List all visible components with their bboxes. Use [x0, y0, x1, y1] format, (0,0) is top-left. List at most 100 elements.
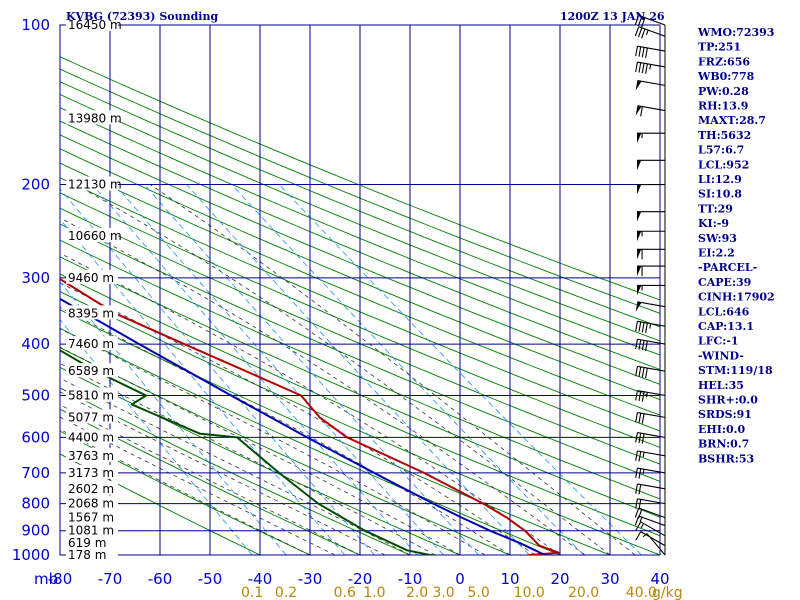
height-label: 7460 m	[68, 337, 114, 351]
temperature-tick-label: 0	[455, 570, 465, 588]
dry-adiabat	[60, 453, 262, 555]
height-label-bg	[66, 363, 118, 378]
temperature-profile	[60, 277, 560, 555]
height-label: 5810 m	[68, 388, 114, 402]
index-label: SRDS:91	[698, 408, 752, 421]
index-label: STM:119/18	[698, 364, 773, 377]
height-label-bg	[66, 387, 118, 402]
dry-adiabat	[60, 327, 562, 555]
dewpoint-profile	[60, 349, 444, 555]
index-label: WMO:72393	[697, 26, 774, 39]
dry-adiabat	[60, 134, 660, 385]
pressure-tick-label: 500	[21, 386, 50, 404]
dry-adiabat	[60, 273, 660, 537]
wind-barb	[635, 61, 666, 74]
moist-adiabat	[60, 377, 411, 555]
height-label: 2602 m	[68, 482, 114, 496]
wind-barb	[635, 521, 666, 537]
index-label: CAPE:39	[698, 276, 751, 289]
mixing-ratio-label: 0.6	[334, 585, 356, 600]
height-label-bg	[66, 495, 118, 510]
wind-barb	[637, 230, 665, 242]
moist-adiabat	[60, 404, 361, 555]
temperature-tick-label: -30	[298, 570, 323, 588]
dry-adiabat	[60, 366, 462, 555]
wind-barb	[635, 338, 666, 351]
dry-adiabat	[60, 239, 660, 500]
wind-barb	[635, 450, 666, 462]
index-label: BRN:0.7	[698, 438, 749, 451]
index-label: LCL:646	[698, 305, 750, 318]
temperature-tick-label: -60	[148, 570, 173, 588]
height-label: 178 m	[68, 548, 106, 562]
temperature-tick-label: 30	[600, 570, 619, 588]
wind-barb	[634, 507, 666, 519]
height-label: 16450 m	[68, 18, 122, 32]
height-label-bg	[66, 522, 118, 537]
index-label: CINH:17902	[698, 291, 775, 304]
index-label: BSHR:53	[698, 452, 754, 465]
mixing-ratio-label: 5.0	[467, 585, 489, 600]
height-label-bg	[66, 509, 118, 524]
index-label: LCL:952	[698, 158, 749, 171]
index-label: TP:251	[698, 41, 741, 54]
temperature-tick-label: 10	[500, 570, 519, 588]
wind-barb	[635, 105, 666, 117]
pressure-tick-label: 900	[21, 522, 50, 540]
index-label: SI:10.8	[698, 188, 742, 201]
moist-adiabat	[60, 416, 336, 555]
dry-adiabat	[60, 120, 660, 371]
height-label-bg	[66, 227, 118, 242]
height-label: 619 m	[68, 536, 106, 550]
dry-adiabat	[60, 387, 412, 555]
wind-barb	[634, 26, 666, 39]
mixing-ratio-line	[278, 184, 642, 555]
dry-adiabat	[60, 291, 660, 555]
height-label-bg	[66, 176, 118, 191]
index-label: LI:12.9	[698, 173, 742, 186]
wind-barb	[635, 531, 666, 547]
temperature-tick-label: -50	[198, 570, 223, 588]
wind-barb	[635, 432, 666, 444]
mixing-ratio-line	[92, 184, 418, 555]
index-label: TT:29	[698, 202, 733, 215]
dry-adiabat	[60, 309, 612, 555]
pressure-tick-label: 300	[21, 269, 50, 287]
wind-barb	[635, 467, 666, 479]
mixing-ratio-label: 0.2	[275, 585, 297, 600]
height-label: 12130 m	[68, 178, 122, 192]
wind-barb	[637, 248, 665, 260]
height-label-bg	[66, 464, 118, 479]
wind-barb	[635, 390, 666, 402]
mixing-ratio-label: 40.0	[626, 585, 657, 600]
temperature-tick-label: -20	[348, 570, 373, 588]
temperature-tick-label: -80	[48, 570, 73, 588]
height-label-bg	[66, 17, 118, 31]
pressure-unit-label: mb	[34, 570, 58, 588]
pressure-tick-label: 800	[21, 495, 50, 513]
dry-adiabat	[60, 192, 660, 448]
dry-adiabat	[60, 256, 660, 518]
height-label: 1081 m	[68, 524, 114, 538]
moist-adiabat	[60, 428, 311, 555]
dry-adiabat	[60, 430, 312, 555]
index-label: LFC:-1	[698, 335, 739, 348]
mixing-ratio-label: 0.1	[241, 585, 263, 600]
dry-adiabat	[60, 408, 362, 555]
height-label: 10660 m	[68, 229, 122, 243]
index-label: SHR+:0.0	[698, 394, 758, 407]
index-label: HEL:35	[698, 379, 744, 392]
height-label-bg	[66, 336, 118, 351]
dry-adiabat	[60, 223, 660, 482]
wind-barb	[637, 159, 665, 171]
parcel-profile	[60, 297, 547, 555]
mixing-ratio-line	[60, 188, 375, 555]
wind-barb	[637, 183, 665, 195]
index-label: RH:13.9	[698, 100, 748, 113]
wind-barb	[635, 320, 666, 333]
mixing-ratio-label: 1.0	[363, 585, 385, 600]
index-label: KI:-9	[698, 217, 729, 230]
height-label: 2068 m	[68, 497, 114, 511]
mixing-ratio-label: 2.0	[406, 585, 428, 600]
